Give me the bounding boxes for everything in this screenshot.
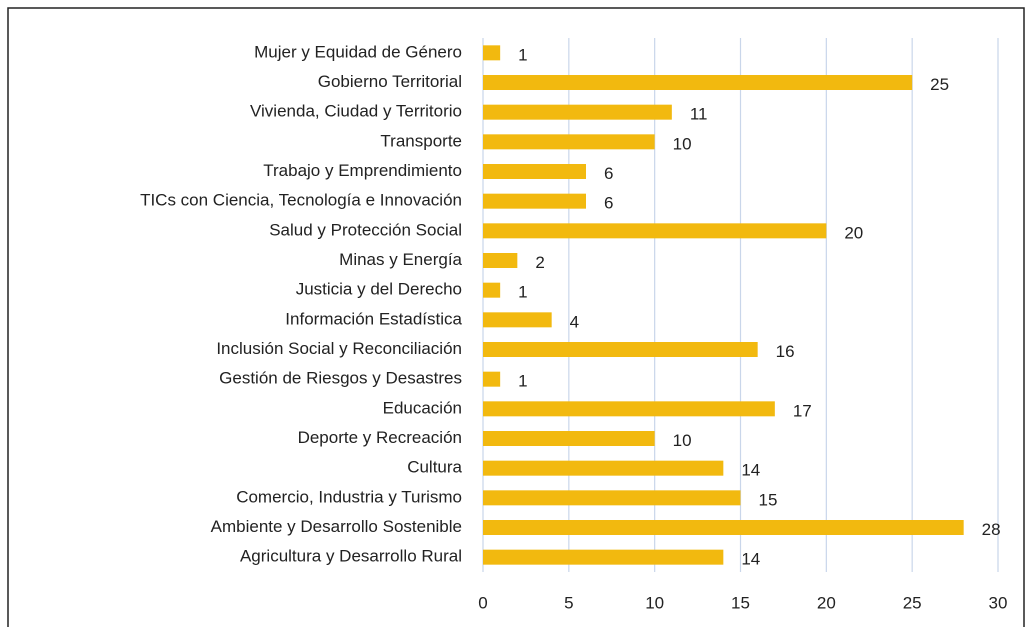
- bar: [483, 75, 913, 90]
- data-label: 16: [776, 342, 795, 361]
- y-tick-label: Educación: [383, 398, 462, 417]
- bar: [483, 520, 964, 535]
- y-tick-label: Inclusión Social y Reconciliación: [216, 339, 462, 358]
- y-tick-label: Mujer y Equidad de Género: [254, 42, 462, 61]
- y-tick-label: Salud y Protección Social: [269, 220, 462, 239]
- data-label: 11: [690, 105, 708, 124]
- data-label: 1: [518, 45, 527, 64]
- data-label: 25: [930, 75, 949, 94]
- y-tick-label: Deporte y Recreación: [298, 428, 462, 447]
- bar: [483, 460, 724, 476]
- data-label: 4: [570, 312, 579, 331]
- data-label: 20: [844, 223, 863, 242]
- x-tick-label: 5: [564, 593, 573, 612]
- y-tick-label: Trabajo y Emprendimiento: [263, 161, 462, 180]
- bar: [483, 164, 586, 179]
- x-tick-label: 15: [731, 593, 750, 612]
- bar: [483, 282, 501, 298]
- bar: [483, 549, 724, 565]
- bar: [483, 342, 758, 357]
- data-label: 1: [518, 372, 527, 391]
- y-tick-label: Minas y Energía: [339, 250, 462, 269]
- bar: [483, 312, 552, 328]
- y-tick-label: Comercio, Industria y Turismo: [236, 487, 462, 506]
- x-tick-label: 30: [989, 593, 1008, 612]
- y-tick-label: Gobierno Territorial: [318, 72, 462, 91]
- data-label: 1: [518, 283, 527, 302]
- data-label: 10: [673, 431, 692, 450]
- bar: [483, 45, 501, 61]
- data-label: 28: [982, 520, 1001, 539]
- x-tick-label: 25: [903, 593, 922, 612]
- x-tick-label: 0: [478, 593, 487, 612]
- data-label: 15: [759, 490, 778, 509]
- y-tick-label: Vivienda, Ciudad y Territorio: [250, 102, 462, 121]
- data-label: 2: [535, 253, 544, 272]
- y-tick-label: Agricultura y Desarrollo Rural: [240, 547, 462, 566]
- bar: [483, 104, 672, 120]
- bar: [483, 193, 586, 209]
- x-tick-label: 10: [645, 593, 664, 612]
- bar: [483, 253, 518, 268]
- x-tick-label: 20: [817, 593, 836, 612]
- bar: [483, 371, 501, 387]
- data-label: 17: [793, 401, 812, 420]
- y-tick-label: TICs con Ciencia, Tecnología e Innovació…: [140, 191, 462, 210]
- bar: [483, 490, 741, 506]
- data-label: 14: [741, 550, 760, 569]
- data-label: 14: [741, 461, 760, 480]
- data-label: 6: [604, 164, 613, 183]
- y-tick-label: Justicia y del Derecho: [296, 280, 462, 299]
- data-label: 6: [604, 194, 613, 213]
- bar: [483, 401, 775, 417]
- y-tick-label: Información Estadística: [285, 309, 462, 328]
- bar: [483, 223, 827, 239]
- y-tick-label: Ambiente y Desarrollo Sostenible: [211, 517, 462, 536]
- y-tick-label: Gestión de Riesgos y Desastres: [219, 369, 462, 388]
- data-label: 10: [673, 134, 692, 153]
- bar: [483, 134, 655, 150]
- bar: [483, 431, 655, 446]
- y-tick-label: Transporte: [380, 131, 462, 150]
- y-tick-label: Cultura: [407, 458, 462, 477]
